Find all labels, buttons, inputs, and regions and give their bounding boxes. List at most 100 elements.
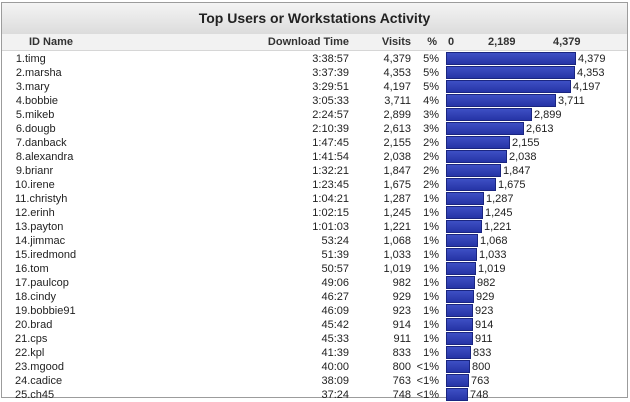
row-id-name[interactable]: 9.brianr (15, 164, 53, 178)
table-row[interactable]: 6.dougb 2:10:39 2,613 3% 2,613 (2, 122, 627, 136)
axis-tick-mid: 2,189 (488, 36, 516, 48)
row-name-text[interactable]: marsha (25, 67, 62, 79)
col-header-id-name[interactable]: ID Name (29, 36, 74, 48)
table-row[interactable]: 24.cadice 38:09 763 <1% 763 (2, 374, 627, 388)
row-id-name[interactable]: 11.christyh (15, 192, 67, 206)
row-name-text[interactable]: mgood (30, 361, 64, 373)
row-id-name[interactable]: 23.mgood (15, 360, 64, 374)
row-id-name[interactable]: 2.marsha (15, 66, 62, 80)
row-bar-label: 2,613 (526, 123, 554, 135)
row-id-name[interactable]: 10.irene (15, 178, 55, 192)
table-row[interactable]: 15.iredmond 51:39 1,033 1% 1,033 (2, 248, 627, 262)
row-name-text[interactable]: kpl (30, 347, 45, 359)
row-id-name[interactable]: 14.jimmac (15, 234, 65, 248)
row-id-name[interactable]: 4.bobbie (15, 94, 58, 108)
table-row[interactable]: 13.payton 1:01:03 1,221 1% 1,221 (2, 220, 627, 234)
table-row[interactable]: 8.alexandra 1:41:54 2,038 2% 2,038 (2, 150, 627, 164)
row-name-text[interactable]: danback (25, 137, 67, 149)
row-visits: 833 (392, 347, 411, 359)
col-header-visits[interactable]: Visits (381, 36, 411, 48)
row-name-text[interactable]: cindy (30, 291, 56, 303)
table-row[interactable]: 19.bobbie91 46:09 923 1% 923 (2, 304, 627, 318)
row-bar-label: 982 (477, 277, 496, 289)
col-header-pct[interactable]: % (427, 36, 437, 48)
table-row[interactable]: 12.erinh 1:02:15 1,245 1% 1,245 (2, 206, 627, 220)
row-name-text[interactable]: mikeb (25, 109, 55, 121)
table-row[interactable]: 10.irene 1:23:45 1,675 2% 1,675 (2, 178, 627, 192)
row-name-text[interactable]: iredmond (30, 249, 77, 261)
table-row[interactable]: 1.timg 3:38:57 4,379 5% 4,379 (2, 52, 627, 66)
row-id-name[interactable]: 18.cindy (15, 290, 56, 304)
row-name-text[interactable]: bobbie91 (30, 305, 76, 317)
row-id-name[interactable]: 21.cps (15, 332, 47, 346)
row-id-name[interactable]: 13.payton (15, 220, 63, 234)
row-percent: 1% (423, 235, 439, 247)
row-id-name[interactable]: 6.dougb (15, 122, 56, 136)
row-id-name[interactable]: 19.bobbie91 (15, 304, 76, 318)
row-download-time: 50:57 (321, 263, 349, 275)
row-id-name[interactable]: 15.iredmond (15, 248, 76, 262)
row-download-time: 2:10:39 (312, 123, 349, 135)
table-row[interactable]: 18.cindy 46:27 929 1% 929 (2, 290, 627, 304)
row-name-text[interactable]: jimmac (30, 235, 66, 247)
row-name-text[interactable]: christyh (29, 193, 68, 205)
row-visits: 748 (392, 389, 411, 401)
row-name-text[interactable]: ch45 (30, 389, 55, 401)
row-download-time: 38:09 (321, 375, 349, 387)
row-id-name[interactable]: 20.brad (15, 318, 52, 332)
table-row[interactable]: 20.brad 45:42 914 1% 914 (2, 318, 627, 332)
row-visits-bar (446, 94, 556, 107)
row-name-text[interactable]: paulcop (30, 277, 69, 289)
table-row[interactable]: 22.kpl 41:39 833 1% 833 (2, 346, 627, 360)
row-name-text[interactable]: brad (30, 319, 53, 331)
row-id-name[interactable]: 8.alexandra (15, 150, 74, 164)
table-row[interactable]: 11.christyh 1:04:21 1,287 1% 1,287 (2, 192, 627, 206)
row-name-text[interactable]: cps (30, 333, 48, 345)
row-percent: 5% (423, 67, 439, 79)
table-row[interactable]: 25.ch45 37:24 748 <1% 748 (2, 388, 627, 402)
row-id-name[interactable]: 7.danback (15, 136, 67, 150)
row-name-text[interactable]: payton (30, 221, 64, 233)
row-download-time: 1:47:45 (312, 137, 349, 149)
row-id-name[interactable]: 1.timg (15, 52, 46, 66)
row-name-text[interactable]: brianr (25, 165, 54, 177)
row-id-name[interactable]: 12.erinh (15, 206, 55, 220)
table-row[interactable]: 5.mikeb 2:24:57 2,899 3% 2,899 (2, 108, 627, 122)
table-row[interactable]: 17.paulcop 49:06 982 1% 982 (2, 276, 627, 290)
row-name-text[interactable]: mary (25, 81, 50, 93)
col-header-download-time[interactable]: Download Time (267, 36, 349, 48)
table-row[interactable]: 7.danback 1:47:45 2,155 2% 2,155 (2, 136, 627, 150)
row-name-text[interactable]: erinh (30, 207, 55, 219)
row-id-name[interactable]: 17.paulcop (15, 276, 69, 290)
row-name-text[interactable]: irene (30, 179, 55, 191)
row-name-text[interactable]: dougb (25, 123, 56, 135)
row-download-time: 3:05:33 (312, 95, 349, 107)
table-row[interactable]: 21.cps 45:33 911 1% 911 (2, 332, 627, 346)
row-percent: 1% (423, 193, 439, 205)
table-row[interactable]: 23.mgood 40:00 800 <1% 800 (2, 360, 627, 374)
row-id-name[interactable]: 3.mary (15, 80, 50, 94)
table-row[interactable]: 9.brianr 1:32:21 1,847 2% 1,847 (2, 164, 627, 178)
row-name-text[interactable]: cadice (30, 375, 63, 387)
row-id-name[interactable]: 22.kpl (15, 346, 44, 360)
row-percent: 1% (423, 319, 439, 331)
row-name-text[interactable]: alexandra (25, 151, 74, 163)
table-row[interactable]: 3.mary 3:29:51 4,197 5% 4,197 (2, 80, 627, 94)
row-visits: 3,711 (384, 95, 411, 107)
table-row[interactable]: 16.tom 50:57 1,019 1% 1,019 (2, 262, 627, 276)
table-row[interactable]: 2.marsha 3:37:39 4,353 5% 4,353 (2, 66, 627, 80)
table-row[interactable]: 4.bobbie 3:05:33 3,711 4% 3,711 (2, 94, 627, 108)
row-name-text[interactable]: bobbie (25, 95, 59, 107)
row-id-name[interactable]: 25.ch45 (15, 388, 54, 402)
row-percent: 1% (423, 277, 439, 289)
row-visits: 800 (392, 361, 411, 373)
row-rank: 17. (15, 277, 31, 289)
row-id-name[interactable]: 16.tom (15, 262, 49, 276)
row-name-text[interactable]: tom (30, 263, 49, 275)
row-id-name[interactable]: 24.cadice (15, 374, 62, 388)
row-bar-label: 3,711 (558, 95, 585, 107)
row-id-name[interactable]: 5.mikeb (15, 108, 55, 122)
table-row[interactable]: 14.jimmac 53:24 1,068 1% 1,068 (2, 234, 627, 248)
row-name-text[interactable]: timg (25, 53, 46, 65)
row-download-time: 1:01:03 (312, 221, 349, 233)
